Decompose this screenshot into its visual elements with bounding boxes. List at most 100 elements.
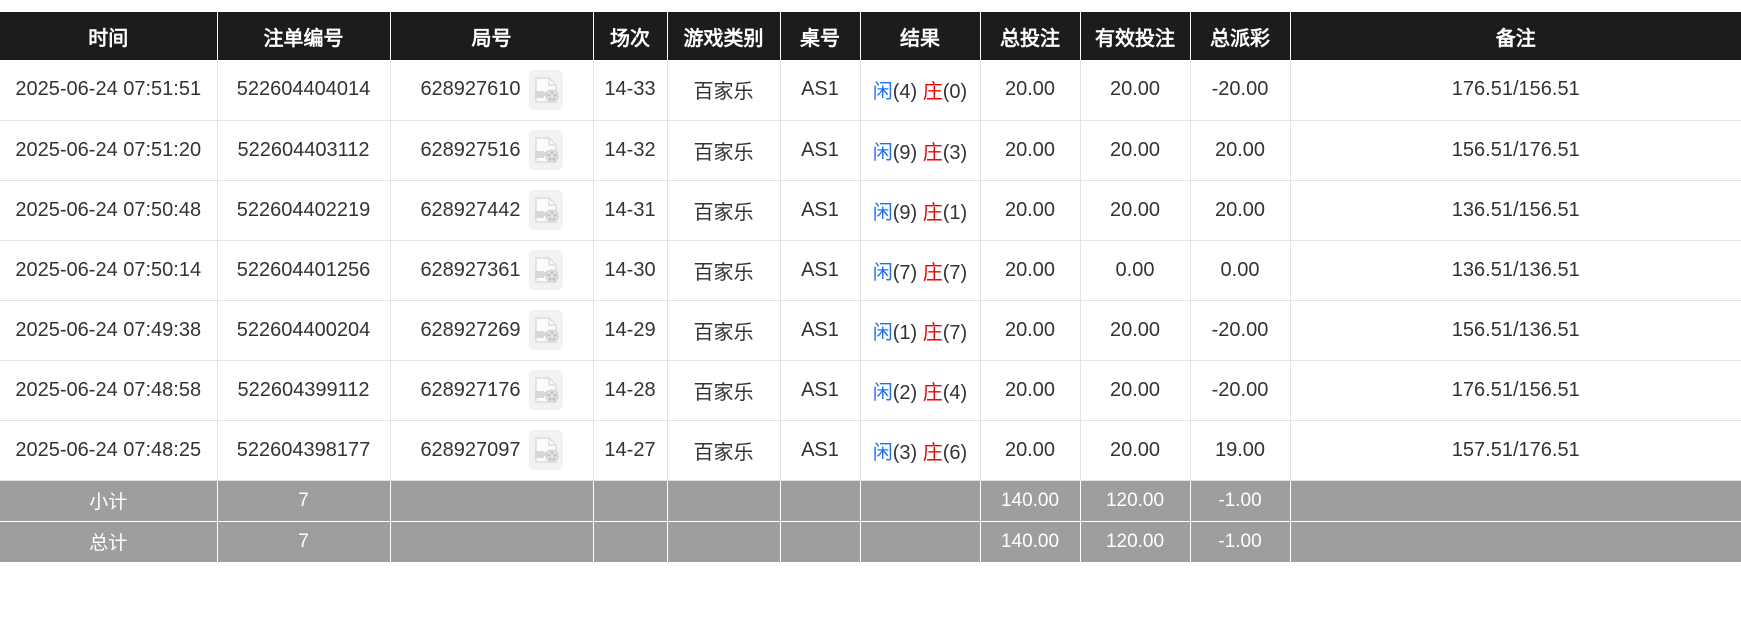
column-header-round-no[interactable]: 局号 <box>390 12 594 60</box>
summary-label: 总计 <box>0 521 218 562</box>
round-no-text: 628927610 <box>420 78 521 101</box>
broken-image-icon[interactable] <box>528 250 563 290</box>
cell-total-bet[interactable]: 20.00 <box>980 120 1081 181</box>
cell-payout: 0.00 <box>1190 240 1291 301</box>
summary-game-type <box>667 521 781 562</box>
summary-count: 7 <box>217 521 391 562</box>
cell-result: 闲(4) 庄(0) <box>860 60 981 121</box>
cell-result: 闲(9) 庄(1) <box>860 180 981 241</box>
player-points: (9) <box>892 141 923 164</box>
cell-shift: 14-28 <box>593 360 668 421</box>
table-row: 2025-06-24 07:48:58 522604399112 628927176… <box>0 360 1741 421</box>
banker-label: 庄 <box>922 261 943 284</box>
cell-total-bet[interactable]: 20.00 <box>980 300 1081 361</box>
summary-shift <box>593 480 668 522</box>
cell-shift: 14-31 <box>593 180 668 241</box>
column-header-total-bet[interactable]: 总投注 <box>980 12 1081 60</box>
cell-valid-bet: 20.00 <box>1080 360 1191 421</box>
player-label: 闲 <box>872 81 893 104</box>
summary-payout: -1.00 <box>1190 480 1291 522</box>
summary-valid-bet: 120.00 <box>1080 480 1191 522</box>
round-no-text: 628927176 <box>420 378 521 401</box>
cell-result: 闲(7) 庄(7) <box>860 240 981 301</box>
round-no-wrapper: 628927516 <box>395 130 589 170</box>
cell-remark: 156.51/176.51 <box>1290 120 1741 181</box>
column-header-time[interactable]: 时间 <box>0 12 218 60</box>
cell-time: 2025-06-24 07:51:51 <box>0 60 218 121</box>
cell-payout: 20.00 <box>1190 120 1291 181</box>
banker-points: (6) <box>942 441 968 464</box>
cell-time: 2025-06-24 07:48:25 <box>0 420 218 481</box>
column-header-result[interactable]: 结果 <box>860 12 981 60</box>
broken-image-icon[interactable] <box>528 310 563 350</box>
cell-game-type: 百家乐 <box>667 180 781 241</box>
cell-game-type: 百家乐 <box>667 420 781 481</box>
player-label: 闲 <box>872 441 893 464</box>
cell-order-no: 522604398177 <box>217 420 391 481</box>
player-label: 闲 <box>872 321 893 344</box>
banker-label: 庄 <box>922 441 943 464</box>
round-no-text: 628927097 <box>420 438 521 461</box>
player-label: 闲 <box>872 201 893 224</box>
player-label: 闲 <box>872 141 893 164</box>
cell-payout: -20.00 <box>1190 360 1291 421</box>
summary-label: 小计 <box>0 480 218 522</box>
banker-label: 庄 <box>922 201 943 224</box>
round-no-text: 628927516 <box>420 138 521 161</box>
column-header-remark[interactable]: 备注 <box>1290 12 1741 60</box>
cell-table-no: AS1 <box>780 420 861 481</box>
cell-valid-bet: 20.00 <box>1080 120 1191 181</box>
summary-shift <box>593 521 668 562</box>
cell-total-bet[interactable]: 20.00 <box>980 360 1081 421</box>
cell-result: 闲(9) 庄(3) <box>860 120 981 181</box>
cell-time: 2025-06-24 07:51:20 <box>0 120 218 181</box>
cell-result: 闲(2) 庄(4) <box>860 360 981 421</box>
banker-points: (0) <box>942 81 968 104</box>
cell-valid-bet: 20.00 <box>1080 180 1191 241</box>
cell-table-no: AS1 <box>780 120 861 181</box>
cell-shift: 14-30 <box>593 240 668 301</box>
cell-round-no: 628927442 <box>390 180 594 241</box>
table-row: 2025-06-24 07:51:20 522604403112 628927516… <box>0 120 1741 181</box>
cell-time: 2025-06-24 07:49:38 <box>0 300 218 361</box>
column-header-payout[interactable]: 总派彩 <box>1190 12 1291 60</box>
summary-total-bet: 140.00 <box>980 521 1081 562</box>
cell-game-type: 百家乐 <box>667 60 781 121</box>
column-header-table-no[interactable]: 桌号 <box>780 12 861 60</box>
round-no-wrapper: 628927610 <box>395 69 589 110</box>
summary-round-no <box>390 521 594 562</box>
broken-image-icon[interactable] <box>528 190 563 230</box>
cell-total-bet[interactable]: 20.00 <box>980 60 1081 121</box>
cell-game-type: 百家乐 <box>667 120 781 181</box>
cell-payout: 19.00 <box>1190 420 1291 481</box>
cell-total-bet[interactable]: 20.00 <box>980 420 1081 481</box>
banker-label: 庄 <box>922 141 943 164</box>
banker-points: (4) <box>942 381 968 404</box>
cell-round-no: 628927610 <box>390 60 594 121</box>
cell-shift: 14-27 <box>593 420 668 481</box>
cell-valid-bet: 0.00 <box>1080 240 1191 301</box>
cell-total-bet[interactable]: 20.00 <box>980 240 1081 301</box>
cell-round-no: 628927361 <box>390 240 594 301</box>
player-label: 闲 <box>872 381 893 404</box>
broken-image-icon[interactable] <box>528 430 563 470</box>
column-header-order-no[interactable]: 注单编号 <box>217 12 391 60</box>
round-no-text: 628927269 <box>420 318 521 341</box>
column-header-valid-bet[interactable]: 有效投注 <box>1080 12 1191 60</box>
table-body: 2025-06-24 07:51:51 522604404014 628927610… <box>0 60 1741 562</box>
cell-total-bet[interactable]: 20.00 <box>980 180 1081 241</box>
round-no-text: 628927442 <box>420 198 521 221</box>
round-no-wrapper: 628927269 <box>395 310 589 350</box>
broken-image-icon[interactable] <box>528 370 563 410</box>
summary-table-no <box>780 480 861 522</box>
broken-image-icon[interactable] <box>528 130 563 170</box>
cell-payout: -20.00 <box>1190 300 1291 361</box>
cell-time: 2025-06-24 07:50:48 <box>0 180 218 241</box>
column-header-game-type[interactable]: 游戏类别 <box>667 12 781 60</box>
round-no-wrapper: 628927097 <box>395 430 589 470</box>
column-header-shift[interactable]: 场次 <box>593 12 668 60</box>
broken-image-icon[interactable] <box>528 69 563 110</box>
banker-points: (7) <box>942 321 968 344</box>
cell-valid-bet: 20.00 <box>1080 60 1191 121</box>
bet-records-table: 时间 注单编号 局号 场次 游戏类别 桌号 结果 总投注 有效投注 总派彩 备注… <box>0 12 1741 562</box>
